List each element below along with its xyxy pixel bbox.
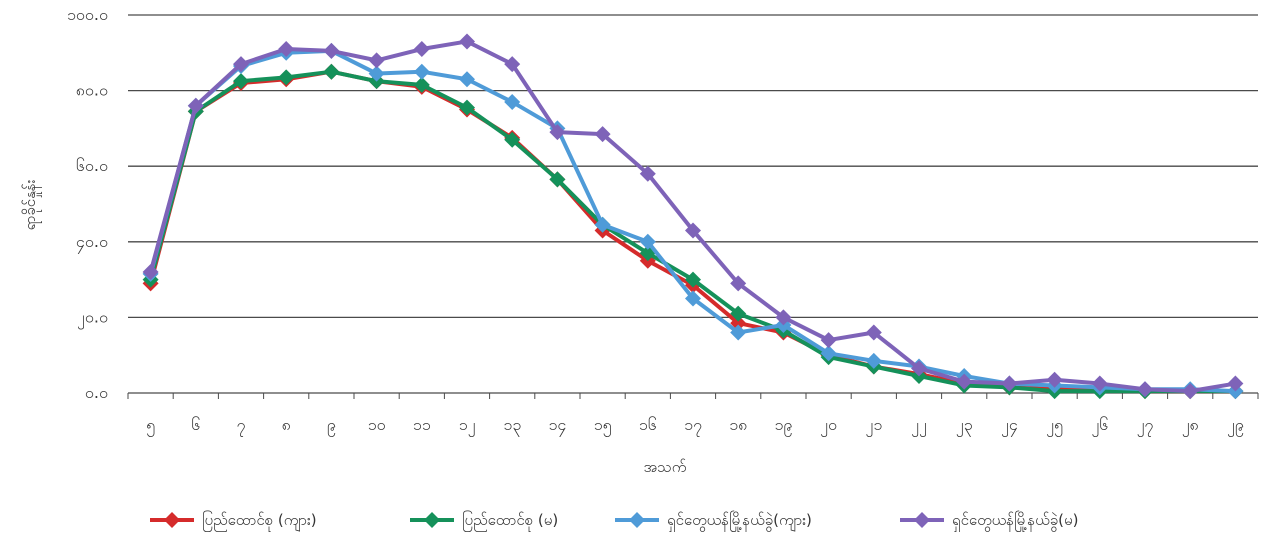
data-point [233,73,249,90]
x-tick-label: ၂၀ [820,415,837,437]
x-tick-label: ၂၄ [1001,415,1018,437]
x-tick-label: ၆ [191,415,200,434]
y-axis-title: ရာခိုင်နှုန်း [21,179,42,230]
x-tick-label: ၁၈ [729,415,747,434]
y-tick-label: ၆၀.၀ [76,156,108,175]
data-point [504,93,521,110]
x-tick-label: ၁၂ [459,415,476,437]
data-point [685,222,701,239]
legend-swatch-marker [914,512,930,528]
data-point [730,275,747,292]
x-tick-label: ၂၅ [1046,415,1063,437]
data-point [1227,375,1244,392]
x-tick-label: ၂၉ [1227,415,1244,437]
x-tick-label: ၁၃ [503,415,521,437]
data-point [413,63,430,80]
data-point [594,216,611,233]
data-point [504,131,521,148]
legend-item: ပြည်ထောင်စု (မ) [410,510,558,532]
x-tick-label: ၁၅ [594,415,612,437]
x-axis-ticks: ၅ ၆ ၇ ၈ ၉ ၁၀ ၁၁ ၁၂ ၁၃ ၁၄ ၁၅ ၁၆ ၁၇ ၁၈ ၁၉ ၂၀ ၂၁ ၂၂ ၂၃ ၂၄ ၂၅ ၂၆ ၂… [127,393,1259,437]
series-4 [142,33,1244,400]
data-point [865,352,882,369]
series-line [148,39,1236,394]
data-point [639,233,656,250]
x-tick-label: ၂၂ [911,415,927,437]
y-tick-label: ၈၀.၀ [76,81,108,100]
x-tick-label: ၁၇ [684,415,702,437]
y-tick-label: ၂၀.၀ [77,307,108,329]
x-tick-label: ၂၇ [1137,415,1154,437]
data-point [233,56,249,73]
data-point [1182,383,1199,400]
data-point [459,71,475,88]
grid-lines [128,14,1258,394]
series-line [148,48,1236,394]
y-tick-label: ၄၀.၀ [76,232,108,254]
data-point [911,360,927,377]
x-tick-label: ၂၁ [865,415,882,437]
data-point [504,56,521,73]
data-point [323,63,340,80]
data-point [685,271,701,288]
legend-item: ရှင်တွေယန်မြို့နယ်ခွဲ(မ) [900,510,1078,532]
data-point [639,165,656,182]
legend: ပြည်ထောင်စု (ကျား) ပြည်ထောင်စု (မ) ရှင်တွေ… [150,510,1078,532]
x-tick-label: ၁၆ [639,415,657,434]
data-point [413,76,430,93]
legend-swatch-marker [424,512,440,528]
data-point [459,33,475,50]
data-point [459,99,475,116]
legend-item: ပြည်ထောင်စု (ကျား) [150,510,317,532]
x-tick-label: ၁၀ [368,415,386,434]
x-tick-label: ၉ [327,415,336,437]
x-tick-label: ၁၁ [413,415,431,434]
x-tick-label: ၁၉ [774,415,792,437]
series-3 [142,42,1244,400]
data-point [865,324,882,341]
data-point [820,345,837,362]
data-point [413,41,430,58]
data-point [820,332,837,349]
legend-label: ပြည်ထောင်စု (ကျား) [202,510,317,532]
data-point [278,41,295,58]
y-tick-label: ၀.၀ [85,383,108,402]
x-tick-label: ၂၆ [1091,415,1108,437]
y-tick-label: ၁၀၀.၀ [67,5,108,24]
data-point [187,97,204,114]
data-point [730,305,747,322]
legend-swatch-marker [629,512,645,528]
data-point [1091,375,1108,392]
series-lines [142,33,1244,400]
legend-label: ရှင်တွေယန်မြို့နယ်ခွဲ(မ) [952,510,1078,532]
data-point [730,324,747,341]
x-tick-label: ၈ [282,415,291,434]
data-point [368,65,385,82]
x-tick-label: ၅ [146,415,155,437]
x-tick-label: ၇ [237,415,246,437]
data-point [956,373,973,390]
x-axis-title: အသက် [644,458,687,476]
data-point [775,309,792,326]
data-point [142,264,159,281]
data-point [549,171,566,188]
x-tick-label: ၂၃ [956,415,973,437]
x-tick-label: ၁၄ [548,415,566,437]
data-point [549,124,566,141]
data-point [594,126,611,143]
legend-swatch-marker [164,512,180,528]
legend-label: ရှင်တွေယန်မြို့နယ်ခွဲ(ကျား) [667,510,812,532]
data-point [685,290,701,307]
data-point [1046,371,1063,388]
x-tick-label: ၂၈ [1182,415,1199,437]
data-point [1137,381,1153,398]
legend-label: ပြည်ထောင်စု (မ) [462,510,558,532]
legend-item: ရှင်တွေယန်မြို့နယ်ခွဲ(ကျား) [615,510,812,532]
data-point [278,69,295,86]
data-point [368,52,385,69]
data-point [323,42,340,59]
y-axis-ticks: ၀.၀ ၂၀.၀ ၄၀.၀ ၆၀.၀ ၈၀.၀ ၁၀၀.၀ [67,5,108,402]
data-point [1001,375,1018,392]
